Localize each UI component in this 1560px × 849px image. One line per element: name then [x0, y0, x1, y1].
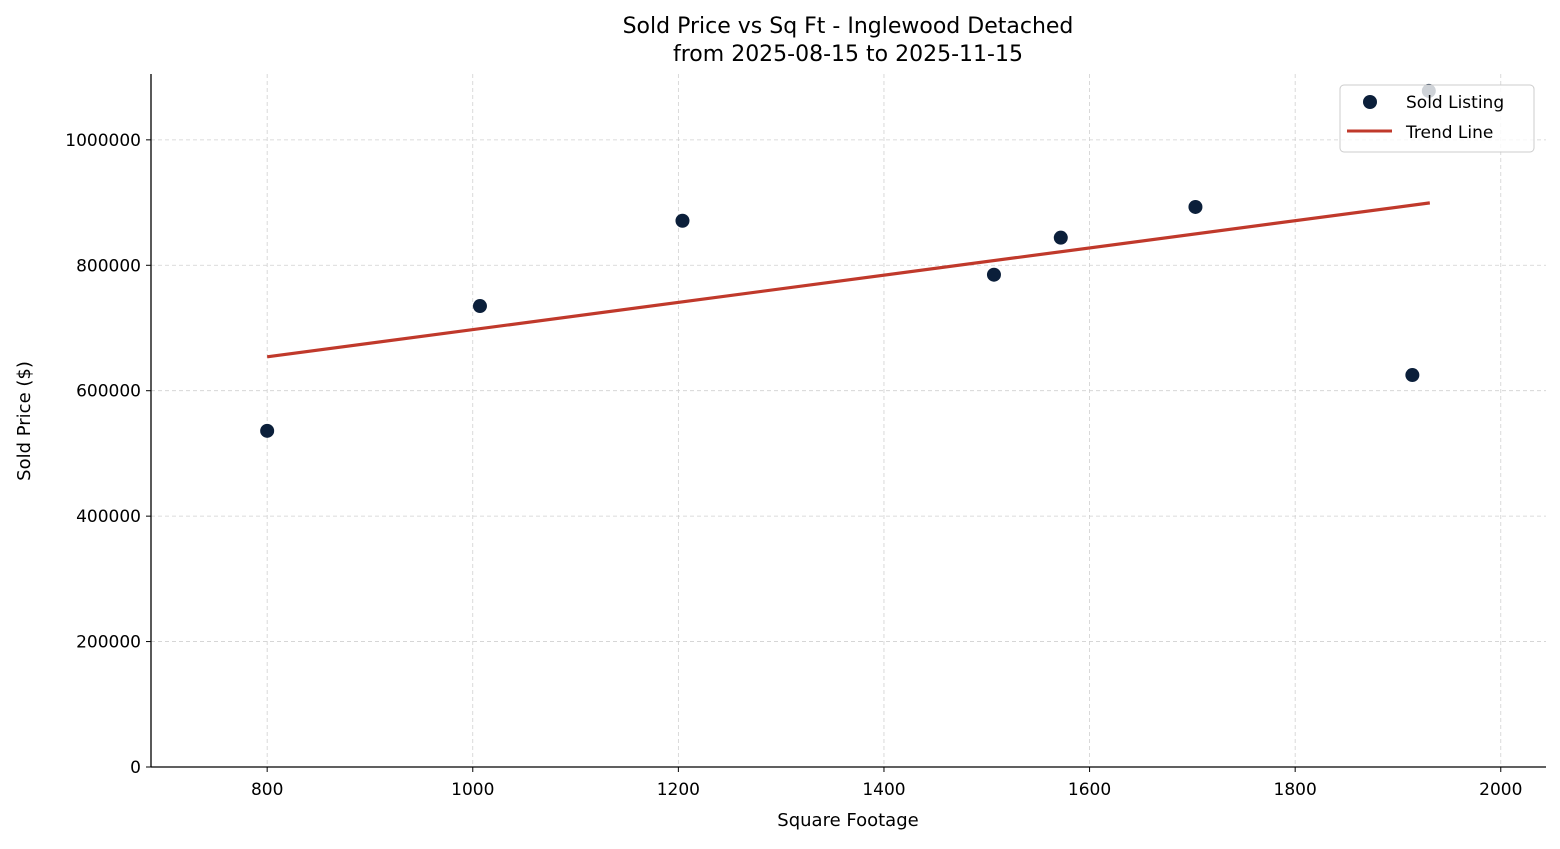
x-tick-label: 1000	[451, 780, 494, 800]
data-point	[472, 299, 487, 314]
chart-subtitle: from 2025-08-15 to 2025-11-15	[673, 42, 1023, 67]
x-tick-label: 2000	[1479, 780, 1522, 800]
y-tick-label: 600000	[76, 382, 141, 402]
y-tick-label: 200000	[76, 633, 141, 653]
chart-title: Sold Price vs Sq Ft - Inglewood Detached	[623, 14, 1074, 39]
y-axis-label: Sold Price ($)	[14, 361, 35, 481]
data-point	[1405, 368, 1420, 383]
data-point	[675, 213, 690, 228]
legend-label-sold-listing: Sold Listing	[1406, 93, 1504, 113]
data-point	[1188, 199, 1203, 214]
y-tick-label: 400000	[76, 507, 141, 527]
legend-box	[1339, 84, 1535, 153]
legend: Sold Listing Trend Line	[1339, 84, 1535, 153]
y-tick-label: 0	[130, 758, 141, 778]
legend-label-trend-line: Trend Line	[1405, 123, 1493, 143]
legend-marker-sold-listing	[1363, 95, 1377, 109]
x-tick-label: 1600	[1068, 780, 1111, 800]
x-tick-label: 800	[251, 780, 283, 800]
y-axis-ticks: 0 200000 400000 600000 800000 1000000	[65, 131, 151, 778]
y-tick-label: 1000000	[65, 131, 141, 151]
y-tick-label: 800000	[76, 256, 141, 276]
x-tick-label: 1200	[657, 780, 700, 800]
data-point	[260, 423, 275, 438]
data-marks	[260, 83, 1436, 438]
x-axis-ticks: 800 1000 1200 1400 1600 1800 2000	[251, 767, 1522, 800]
trend-line	[266, 201, 1431, 359]
x-tick-label: 1400	[862, 780, 905, 800]
data-point	[986, 267, 1001, 282]
grid	[151, 74, 1546, 767]
data-point	[1053, 230, 1068, 245]
x-tick-label: 1800	[1274, 780, 1317, 800]
x-axis-label: Square Footage	[777, 810, 918, 831]
